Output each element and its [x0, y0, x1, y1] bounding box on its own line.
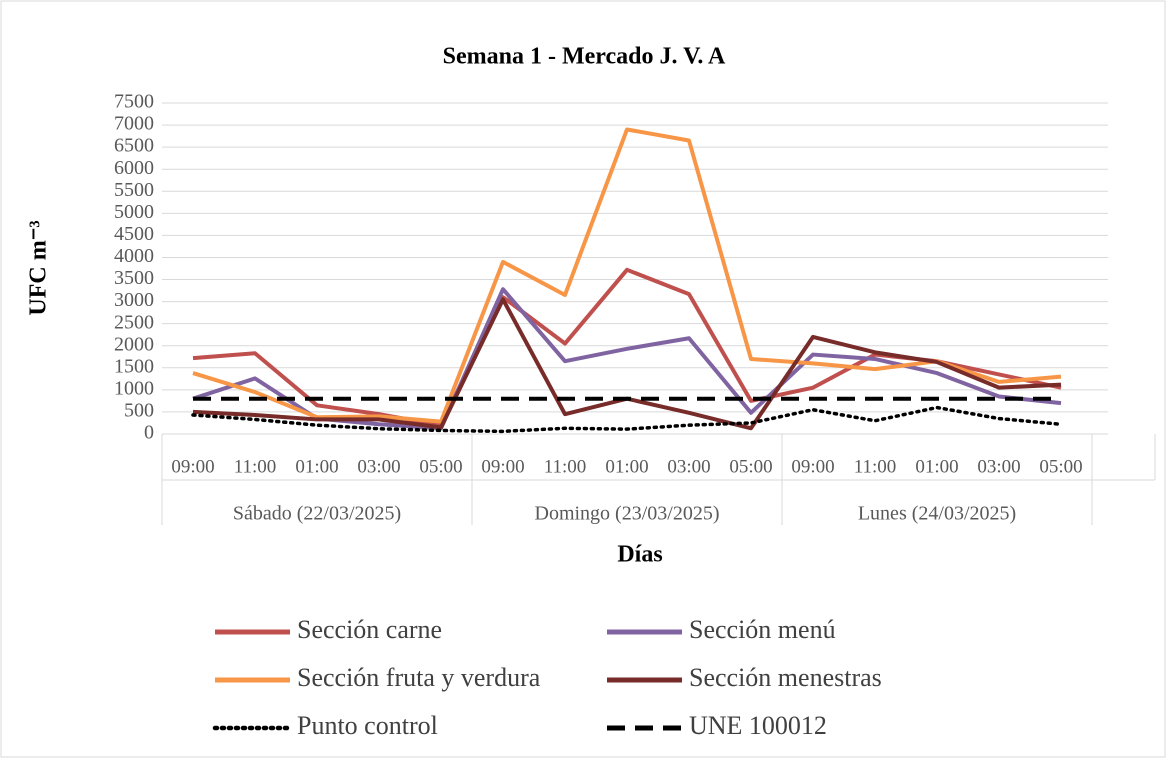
y-tick-label: 4500 [114, 223, 154, 245]
x-tick-label: 05:00 [1039, 456, 1082, 477]
y-tick-label: 500 [124, 400, 154, 422]
y-tick-label: 3000 [114, 289, 154, 311]
group-label: Domingo (23/03/2025) [535, 503, 720, 525]
y-tick-label: 3500 [114, 267, 154, 289]
y-tick-label: 7000 [114, 113, 154, 135]
legend-label: UNE 100012 [689, 711, 827, 740]
y-tick-label: 2500 [114, 311, 154, 333]
x-axis-label: Días [617, 542, 662, 568]
y-tick-label: 7500 [114, 91, 154, 113]
y-tick-label: 5500 [114, 179, 154, 201]
y-tick-label: 0 [144, 422, 154, 444]
chart-title: Semana 1 - Mercado J. V. A [443, 44, 726, 70]
x-tick-label: 01:00 [915, 456, 958, 477]
y-tick-label: 4000 [114, 245, 154, 267]
y-tick-label: 2000 [114, 333, 154, 355]
x-tick-label: 09:00 [171, 456, 214, 477]
x-tick-label: 03:00 [977, 456, 1020, 477]
x-tick-label: 11:00 [234, 456, 277, 477]
series-line [192, 127, 1062, 424]
y-tick-label: 5000 [114, 201, 154, 223]
x-tick-label: 03:00 [667, 456, 710, 477]
y-tick-label: 1000 [114, 377, 154, 399]
legend-label: Sección fruta y verdura [297, 663, 541, 692]
group-label: Lunes (24/03/2025) [858, 503, 1016, 525]
y-tick-label: 6500 [114, 135, 154, 157]
x-tick-label: 11:00 [544, 456, 587, 477]
x-tick-label: 03:00 [357, 456, 400, 477]
group-label: Sábado (22/03/2025) [233, 503, 401, 525]
series-line [191, 405, 1063, 434]
x-tick-label: 01:00 [605, 456, 648, 477]
y-tick-label: 1500 [114, 355, 154, 377]
legend-label: Sección carne [297, 615, 442, 644]
x-tick-label: 05:00 [729, 456, 772, 477]
x-tick-label: 01:00 [295, 456, 338, 477]
x-tick-label: 11:00 [854, 456, 897, 477]
legend-label: Sección menú [689, 615, 836, 644]
legend-label: Sección menestras [689, 663, 882, 692]
x-tick-label: 05:00 [419, 456, 462, 477]
x-tick-label: 09:00 [481, 456, 524, 477]
x-tick-label: 09:00 [791, 456, 834, 477]
y-axis-label: UFC m⁻³ [26, 220, 52, 315]
y-tick-label: 6000 [114, 157, 154, 179]
legend-label: Punto control [297, 711, 438, 740]
